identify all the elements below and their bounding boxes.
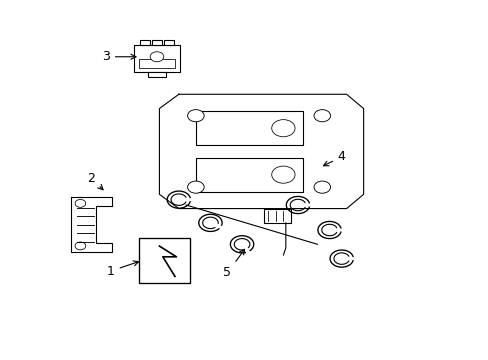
Bar [152, 40, 162, 45]
Bar [196, 111, 302, 145]
Circle shape [313, 181, 330, 193]
Circle shape [313, 110, 330, 122]
Text: 5: 5 [223, 249, 244, 279]
Bar [134, 45, 180, 72]
Circle shape [150, 52, 163, 62]
Bar [264, 209, 290, 223]
Bar [148, 72, 165, 77]
Bar [139, 59, 175, 68]
Bar [139, 238, 189, 283]
Circle shape [187, 110, 203, 122]
Circle shape [271, 120, 294, 137]
Bar [164, 40, 174, 45]
Text: 4: 4 [323, 150, 345, 166]
Text: 1: 1 [107, 261, 138, 278]
Circle shape [187, 181, 203, 193]
Bar [196, 158, 302, 192]
Text: 2: 2 [87, 172, 103, 190]
Circle shape [75, 199, 85, 207]
Circle shape [271, 166, 294, 183]
Bar [140, 40, 149, 45]
Text: 3: 3 [102, 50, 136, 63]
Circle shape [75, 242, 85, 250]
